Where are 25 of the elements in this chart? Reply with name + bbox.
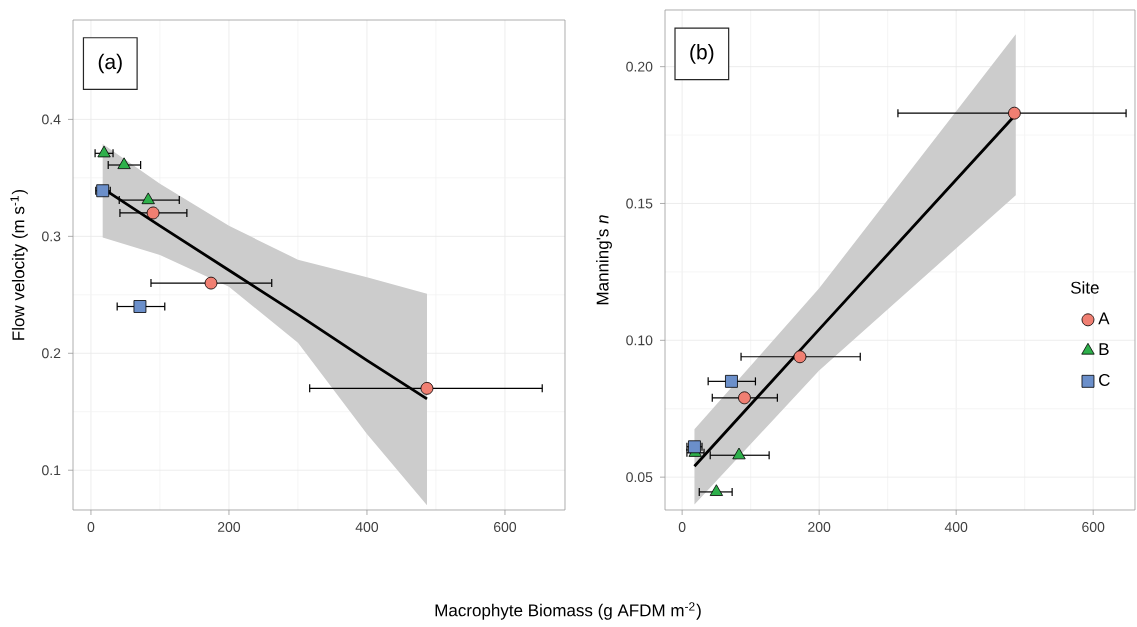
text: (a)	[98, 53, 122, 74]
x-tick-label: 600	[1082, 522, 1105, 532]
y-tick-label: 0.20	[626, 61, 653, 72]
x-tick-label: 600	[494, 522, 517, 532]
y-axis-title: Manning's n	[596, 215, 612, 305]
y-tick-label: 0.3	[42, 231, 61, 242]
x-tick-label: 400	[355, 522, 379, 532]
y-tick-label: 0.1	[42, 465, 61, 476]
x-tick-label: 200	[808, 522, 831, 532]
legend-label: B	[1099, 343, 1109, 355]
y-tick-label: 0.10	[626, 335, 653, 346]
y-tick-label: 0.2	[42, 348, 61, 359]
legend-label: C	[1099, 373, 1110, 386]
legend-title: Site	[1071, 281, 1099, 294]
y-tick-label: 0.15	[626, 198, 653, 209]
y-tick-label: 0.05	[626, 472, 653, 483]
legend-label: A	[1098, 312, 1110, 325]
x-tick-label: 0	[678, 522, 686, 532]
y-tick-label: 0.4	[42, 114, 61, 125]
text: (b)	[690, 44, 714, 64]
y-axis-title: Flow velocity (m s$^{-1}$)	[10, 189, 28, 340]
x-axis-title: Macrophyte Biomass (g AFDM m$^{-2}$)	[435, 602, 701, 620]
x-tick-label: 0	[87, 522, 95, 532]
x-tick-label: 200	[217, 522, 241, 532]
x-tick-label: 400	[944, 522, 968, 532]
